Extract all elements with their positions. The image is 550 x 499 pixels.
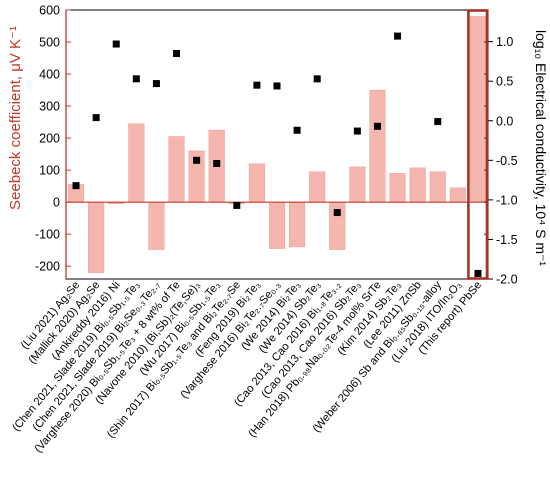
seebeck-bar <box>449 187 466 203</box>
conductivity-point <box>233 201 241 209</box>
conductivity-point <box>353 127 361 135</box>
right-tick-label: -1.0 <box>496 193 518 207</box>
left-tick-label: 600 <box>39 4 60 18</box>
right-tick-label: -1.5 <box>496 233 518 247</box>
seebeck-bar <box>289 201 306 248</box>
y-axis-right-label: log₁₀ Electrical conductivity, 10⁴ S m⁻¹ <box>533 30 549 266</box>
conductivity-point <box>333 209 341 217</box>
conductivity-point <box>173 50 181 58</box>
seebeck-bar <box>168 136 185 203</box>
right-tick-label: 0.0 <box>496 114 513 128</box>
left-tick-label: 0 <box>53 196 60 210</box>
seebeck-bar <box>369 89 386 203</box>
conductivity-point <box>253 81 261 89</box>
left-tick-label: 300 <box>39 100 60 114</box>
right-tick-label: 0.5 <box>496 75 513 89</box>
seebeck-bar <box>248 163 265 203</box>
seebeck-bar <box>349 166 366 203</box>
seebeck-bar <box>469 16 486 203</box>
seebeck-bar <box>268 201 286 249</box>
left-tick-label: -100 <box>35 228 60 242</box>
left-tick-label: 100 <box>39 164 60 178</box>
conductivity-point <box>293 126 301 134</box>
conductivity-point <box>132 75 140 83</box>
conductivity-point <box>72 182 80 190</box>
conductivity-point <box>313 75 321 83</box>
bars-layer <box>68 16 486 273</box>
right-tick-label: -0.5 <box>496 154 518 168</box>
right-tick-label: -2.0 <box>496 273 518 287</box>
seebeck-bar <box>389 173 406 203</box>
seebeck-bar <box>88 201 105 273</box>
conductivity-point <box>273 82 281 90</box>
highlight-layer <box>467 9 489 280</box>
conductivity-point <box>92 114 100 122</box>
y-axis-left-label: Seebeck coefficient, μV K⁻¹ <box>7 26 24 210</box>
right-tick-label: 1.0 <box>496 35 513 49</box>
highlight-box <box>467 9 489 280</box>
seebeck-bar <box>148 201 165 250</box>
conductivity-point <box>394 32 402 40</box>
points-layer <box>72 32 482 277</box>
left-tick-label: 400 <box>39 68 60 82</box>
conductivity-point <box>213 159 221 167</box>
seebeck-bar <box>409 167 426 203</box>
conductivity-point <box>112 40 120 48</box>
conductivity-point <box>152 80 160 88</box>
left-tick-label: 500 <box>39 36 60 50</box>
ticks-layer: 600 500 400 300 200 100 0 -100 -200 1.0 0.5 0.0 -0.5… <box>35 4 518 287</box>
category-labels: (Liu 2021) Ag₂Se(Mallick 2020) Ag₂Se(Ank… <box>10 279 484 455</box>
seebeck-bar <box>309 171 326 203</box>
seebeck-bar <box>429 171 446 203</box>
conductivity-point <box>474 269 482 277</box>
conductivity-point <box>434 118 442 126</box>
left-tick-label: -200 <box>35 260 60 274</box>
conductivity-point <box>373 122 381 130</box>
seebeck-bar <box>128 123 145 203</box>
left-tick-label: 200 <box>39 132 60 146</box>
conductivity-point <box>193 156 201 164</box>
